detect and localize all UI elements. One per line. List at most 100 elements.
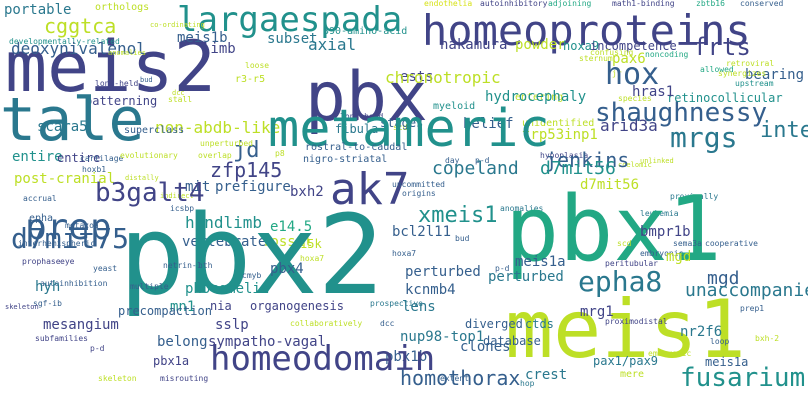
- word-multiple: proximodistal: [605, 317, 668, 326]
- word-meis1b: meis1b: [177, 30, 228, 46]
- word-chronotropic: chronotropic: [385, 68, 501, 87]
- word-misrouting: pax1/pax9: [593, 354, 659, 368]
- word-ctds: ctds: [525, 317, 554, 331]
- word-day: scd: [617, 239, 632, 248]
- word-recognized: hop: [520, 379, 535, 388]
- word-largaespada: largaespada: [177, 0, 403, 40]
- word-confusing: synergizes: [718, 69, 767, 78]
- word-sgf-ib: subfamilies: [35, 334, 88, 343]
- word-15k: 15k: [300, 237, 322, 251]
- word-pbx1a: meis1a: [705, 355, 749, 369]
- word-cardio-vascular: skeleton: [98, 374, 137, 383]
- word-d7mit56-label: d7mit56: [580, 177, 640, 193]
- word-hoxa9: hoxa9: [563, 39, 600, 53]
- word-shaughnessy: shaughnessy: [595, 98, 768, 128]
- word-pbx1b: pbx1b: [385, 349, 428, 365]
- word-deoxynivalenol: deoxynivalenol: [11, 39, 146, 58]
- word-icsbp: p-d: [495, 264, 510, 273]
- word-interstitium: interstitium: [760, 118, 808, 143]
- word-prophase: yeast: [93, 264, 118, 273]
- word-synergizes: upstream: [735, 79, 774, 88]
- word-hop: bxh-2: [755, 334, 780, 343]
- word-r3-r5: myeloid: [433, 101, 476, 112]
- word-midbrain: hypoplasia: [540, 151, 589, 160]
- word-belong: belong: [157, 334, 208, 350]
- word-prefigure: prefigure: [215, 179, 291, 195]
- word-netrin-1: cmyb: [242, 271, 262, 280]
- word-rostral-to-caudal: uncommitted: [392, 180, 445, 189]
- word-superclass: portable: [4, 2, 72, 18]
- word-allowed: species: [618, 94, 652, 103]
- word-patterning: patterning: [85, 94, 158, 108]
- word-hindlimb: hindlimb: [185, 213, 263, 232]
- word-d7mit56: d7mit56: [540, 158, 616, 179]
- word-mgd: mgd: [666, 249, 692, 265]
- word-cooperative: unlinked: [640, 157, 674, 165]
- word-anomalies: co-ordinating: [150, 21, 205, 29]
- word-unidentified: unidentified: [522, 118, 595, 129]
- word-kcnmb4: kcnmb4: [405, 282, 456, 298]
- word-interhemispheric: eye: [60, 257, 75, 266]
- word-meis1: meis1: [505, 283, 746, 376]
- word-sternum: hoxb1: [82, 165, 107, 174]
- word-agangliomosis: leukemia: [640, 209, 679, 218]
- word-hoxa13: retroviral: [726, 59, 775, 68]
- word-dcc: dcc: [172, 89, 185, 97]
- word-unperturbed: dcc: [380, 319, 395, 328]
- word-uncommitted: anomalies: [500, 204, 544, 213]
- word-zbtb16: endothelia: [424, 0, 473, 8]
- word-myeloid: 390-amino-acid: [323, 26, 408, 37]
- word-incompetence: incompetence: [590, 39, 677, 53]
- word-bud: bud: [140, 76, 153, 84]
- word-stages: evolutionary: [120, 151, 178, 160]
- word-yeast: hth: [198, 261, 213, 270]
- word-meis2: meis2: [5, 26, 216, 108]
- word-stall: multiple: [130, 282, 169, 291]
- word-nup98-top1: nup98-top1: [400, 329, 485, 345]
- word-microarray: stall: [168, 95, 193, 104]
- word-hoxb1: accrual: [23, 194, 57, 203]
- word-clones: clones: [460, 339, 511, 355]
- word-adjoining: zbtb16: [696, 0, 725, 8]
- word-fossil: fossil: [262, 234, 313, 250]
- word-arid3a: arid3a: [600, 116, 658, 135]
- word-sema3a: hoxa7: [300, 254, 325, 263]
- word-hoxa7: day: [445, 156, 460, 165]
- word-limb: limb: [202, 41, 236, 57]
- word-entire: entire: [57, 151, 101, 165]
- word-math1-binding: conserved: [740, 0, 784, 8]
- word-distally: metazoa: [65, 221, 99, 230]
- word-rib: perturbed: [405, 264, 481, 280]
- word-vertebrate: vertebrate: [182, 234, 267, 250]
- word-jd: jd: [233, 138, 260, 163]
- word-crest: crest: [525, 367, 568, 383]
- word-zfp145: zfp145: [210, 158, 283, 182]
- word-frts: frts: [693, 33, 751, 61]
- word-nakamura: nakamura: [440, 37, 508, 53]
- word-trp53inp1: trp53inp1: [522, 127, 598, 143]
- word-homeoproteins: homeoproteins: [422, 6, 751, 55]
- word-d7mit75: d7mit75: [11, 222, 130, 255]
- word-subset: subset: [267, 31, 318, 47]
- word-axial: axial: [308, 35, 357, 54]
- word-p8: prospective: [370, 299, 423, 308]
- word-accrual: interhemispheric: [18, 239, 96, 248]
- word-metazoa: prophase: [22, 257, 61, 266]
- word-b3galt4: b3galt4: [95, 178, 205, 208]
- word-bcl2l11: bcl2l11: [392, 224, 452, 240]
- word-peritubular: hoxa7: [392, 249, 417, 258]
- word-epha8: epha8: [578, 265, 663, 298]
- word-long-held: nigro-striatal: [303, 154, 388, 165]
- word-origins: developmentally-related: [9, 37, 120, 46]
- word-belief: belief: [463, 116, 514, 132]
- word-ests: ests: [400, 69, 434, 85]
- word-rab5: superclass: [124, 125, 185, 136]
- word-indirect: p-d: [475, 156, 490, 165]
- word-fusarium: fusarium: [680, 363, 806, 393]
- word-orthologs: entire: [12, 149, 63, 165]
- word-endothelia: noncoding: [645, 50, 689, 59]
- word-mrg1: mrg1: [580, 304, 614, 320]
- word-nr2f6: nr2f6: [680, 324, 723, 340]
- word-copeland: copeland: [432, 158, 519, 179]
